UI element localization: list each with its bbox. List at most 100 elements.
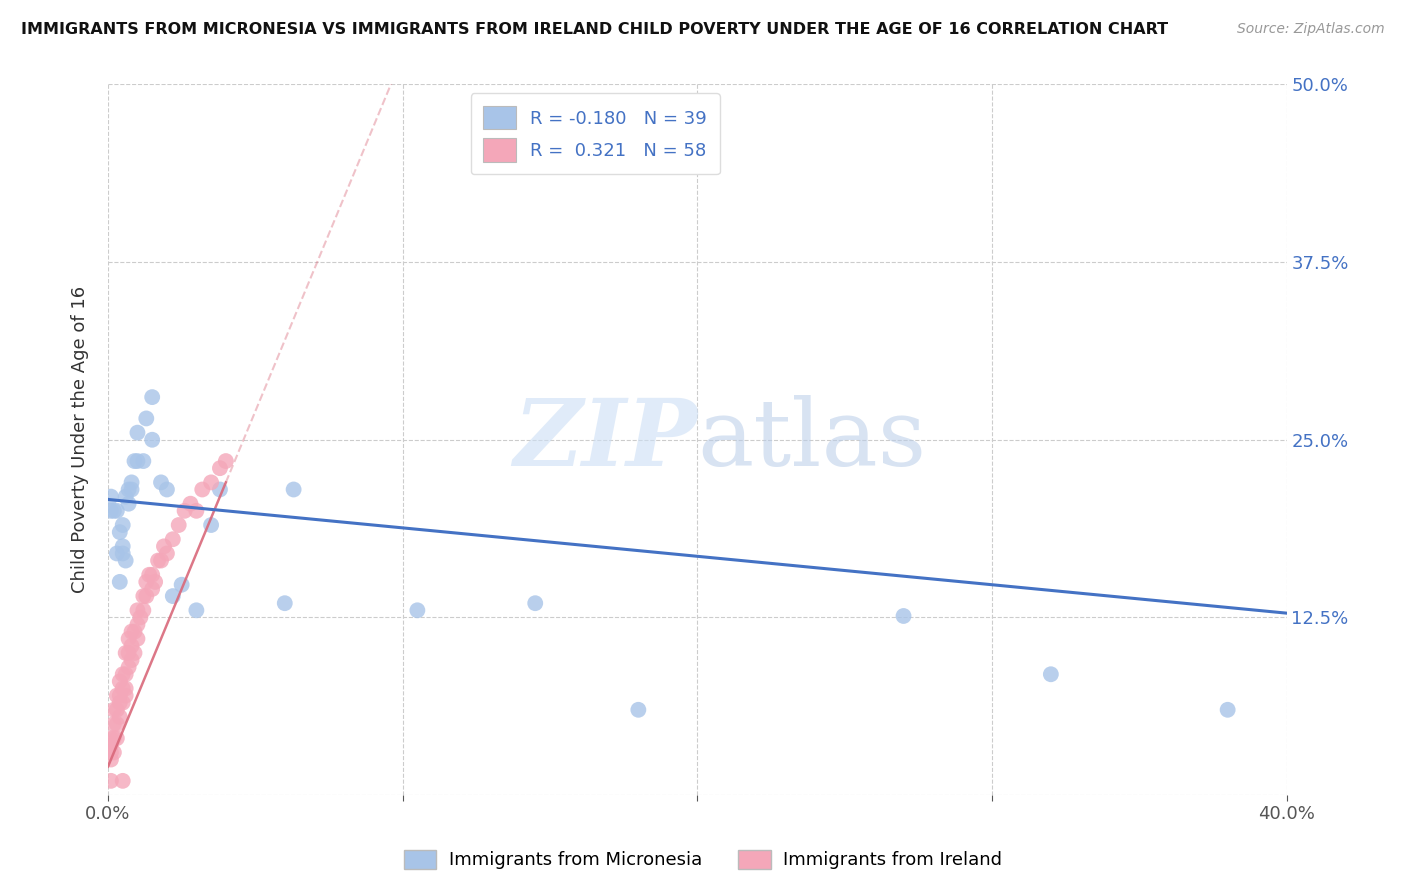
- Point: [114, 490, 136, 504]
- Point: [141, 567, 163, 582]
- Point: [105, 546, 128, 560]
- Point: [627, 703, 650, 717]
- Point: [105, 717, 128, 731]
- Point: [111, 667, 134, 681]
- Point: [114, 667, 136, 681]
- Point: [117, 497, 139, 511]
- Point: [100, 739, 122, 753]
- Point: [100, 746, 122, 760]
- Point: [283, 483, 305, 497]
- Point: [117, 632, 139, 646]
- Point: [141, 390, 163, 404]
- Point: [170, 578, 193, 592]
- Point: [132, 603, 155, 617]
- Point: [100, 504, 122, 518]
- Point: [103, 731, 125, 746]
- Point: [138, 567, 160, 582]
- Point: [114, 689, 136, 703]
- Point: [162, 533, 184, 547]
- Point: [150, 553, 173, 567]
- Point: [1039, 667, 1062, 681]
- Point: [406, 603, 429, 617]
- Text: IMMIGRANTS FROM MICRONESIA VS IMMIGRANTS FROM IRELAND CHILD POVERTY UNDER THE AG: IMMIGRANTS FROM MICRONESIA VS IMMIGRANTS…: [21, 22, 1168, 37]
- Point: [105, 703, 128, 717]
- Point: [208, 461, 231, 475]
- Point: [121, 653, 143, 667]
- Point: [111, 539, 134, 553]
- Point: [108, 696, 131, 710]
- Point: [141, 433, 163, 447]
- Point: [124, 624, 146, 639]
- Point: [124, 646, 146, 660]
- Point: [143, 574, 166, 589]
- Point: [524, 596, 547, 610]
- Text: Source: ZipAtlas.com: Source: ZipAtlas.com: [1237, 22, 1385, 37]
- Point: [103, 746, 125, 760]
- Point: [215, 454, 238, 468]
- Point: [132, 589, 155, 603]
- Point: [127, 617, 149, 632]
- Point: [103, 703, 125, 717]
- Point: [121, 624, 143, 639]
- Point: [117, 660, 139, 674]
- Point: [108, 674, 131, 689]
- Point: [121, 483, 143, 497]
- Point: [162, 589, 184, 603]
- Point: [156, 546, 179, 560]
- Legend: R = -0.180   N = 39, R =  0.321   N = 58: R = -0.180 N = 39, R = 0.321 N = 58: [471, 94, 720, 174]
- Point: [208, 483, 231, 497]
- Point: [150, 475, 173, 490]
- Point: [114, 681, 136, 696]
- Point: [186, 504, 208, 518]
- Point: [111, 546, 134, 560]
- Point: [114, 553, 136, 567]
- Point: [124, 454, 146, 468]
- Point: [103, 504, 125, 518]
- Point: [108, 689, 131, 703]
- Point: [893, 609, 915, 624]
- Point: [135, 411, 157, 425]
- Point: [100, 773, 122, 788]
- Point: [108, 710, 131, 724]
- Point: [200, 518, 222, 533]
- Point: [117, 483, 139, 497]
- Point: [108, 525, 131, 540]
- Point: [146, 553, 169, 567]
- Point: [117, 646, 139, 660]
- Point: [100, 490, 122, 504]
- Point: [167, 518, 190, 533]
- Point: [100, 731, 122, 746]
- Point: [111, 773, 134, 788]
- Point: [200, 475, 222, 490]
- Point: [135, 589, 157, 603]
- Point: [100, 752, 122, 766]
- Point: [111, 681, 134, 696]
- Point: [103, 717, 125, 731]
- Point: [111, 696, 134, 710]
- Point: [121, 475, 143, 490]
- Point: [127, 425, 149, 440]
- Point: [156, 483, 179, 497]
- Point: [105, 731, 128, 746]
- Y-axis label: Child Poverty Under the Age of 16: Child Poverty Under the Age of 16: [72, 286, 89, 593]
- Point: [671, 148, 693, 162]
- Text: atlas: atlas: [697, 395, 927, 484]
- Point: [108, 574, 131, 589]
- Point: [105, 689, 128, 703]
- Point: [132, 454, 155, 468]
- Point: [153, 539, 176, 553]
- Point: [135, 574, 157, 589]
- Text: ZIP: ZIP: [513, 395, 697, 484]
- Point: [1216, 703, 1239, 717]
- Point: [127, 632, 149, 646]
- Point: [129, 610, 152, 624]
- Point: [127, 603, 149, 617]
- Point: [186, 603, 208, 617]
- Point: [173, 504, 195, 518]
- Point: [191, 483, 214, 497]
- Legend: Immigrants from Micronesia, Immigrants from Ireland: Immigrants from Micronesia, Immigrants f…: [395, 840, 1011, 879]
- Point: [114, 646, 136, 660]
- Point: [274, 596, 297, 610]
- Point: [141, 582, 163, 596]
- Point: [121, 639, 143, 653]
